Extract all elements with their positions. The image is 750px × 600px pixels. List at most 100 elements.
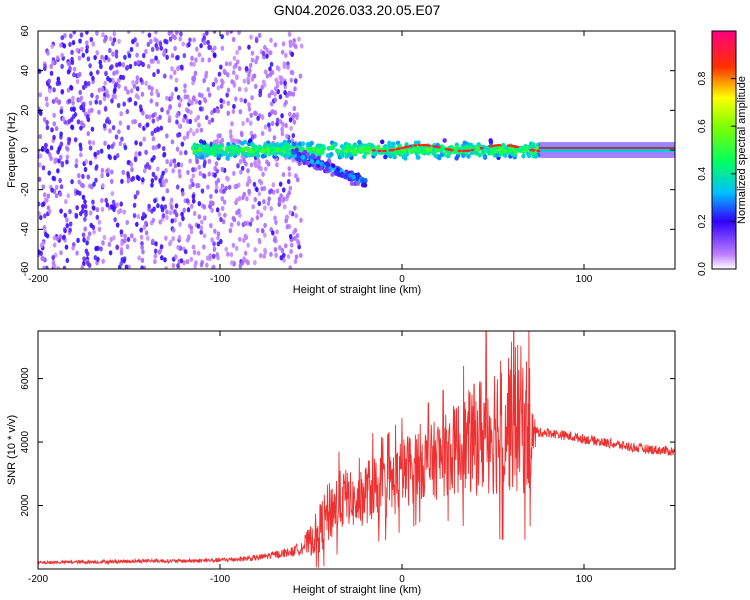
- spectrogram-cell: [151, 238, 155, 244]
- spectrogram-cell: [132, 212, 137, 219]
- spectrogram-cell: [165, 209, 169, 215]
- spectrogram-cell: [187, 234, 191, 240]
- spectrogram-cell: [205, 255, 210, 261]
- spectrogram-cell: [254, 110, 258, 117]
- spectrogram-cell: [259, 166, 264, 172]
- spectrogram-cell: [152, 71, 156, 78]
- spectrogram-cell: [138, 141, 143, 147]
- spectrogram-cell: [115, 202, 119, 208]
- spectrogram-cell: [258, 88, 263, 94]
- spectrogram-cell: [159, 255, 164, 261]
- spectrogram-cell: [52, 112, 56, 118]
- spectrogram-cell: [250, 95, 254, 101]
- spectrogram-cell: [129, 46, 134, 53]
- spectrogram-cell: [231, 242, 236, 248]
- spectrogram-cell: [208, 44, 213, 51]
- spectrogram-cell: [96, 149, 100, 156]
- spectrogram-cell: [247, 71, 251, 78]
- spectrogram-cell: [172, 158, 177, 164]
- spectrogram-cell: [197, 214, 202, 220]
- spectrogram-cell: [171, 235, 175, 242]
- spectrogram-cell: [196, 250, 201, 256]
- spectrogram-cell: [203, 159, 207, 166]
- spectrogram-cell: [273, 142, 278, 148]
- spectrogram-cell: [245, 117, 250, 123]
- spectrogram-cell: [52, 242, 57, 248]
- spectrogram-peak-cell: [403, 146, 408, 149]
- spectrogram-cell: [246, 242, 250, 248]
- spectrogram-cell: [157, 143, 161, 149]
- spectrogram-cell: [162, 151, 167, 157]
- spectrogram-cell: [280, 113, 284, 119]
- spectrogram-cell: [195, 46, 199, 52]
- spectrogram-cell: [112, 70, 116, 76]
- spectrogram-cell: [488, 138, 493, 143]
- spectrogram-cell: [341, 144, 346, 150]
- spectrogram-cell: [223, 212, 227, 218]
- spectrogram-cell: [262, 82, 267, 88]
- spectrogram-cell: [80, 208, 85, 214]
- spectrogram-cell: [215, 138, 220, 144]
- spectrogram-cell: [187, 42, 191, 48]
- spectrogram-cell: [199, 225, 204, 231]
- spectrogram-cell: [135, 42, 139, 48]
- spectrogram-cell: [480, 148, 486, 154]
- spectrogram-cell: [232, 82, 237, 88]
- spectrogram-cell: [238, 109, 243, 115]
- spectrogram-cell: [219, 64, 223, 70]
- spectrogram-cell: [219, 98, 223, 104]
- spectrogram-cell: [150, 178, 155, 184]
- spectrogram-cell: [104, 54, 109, 61]
- spectrogram-cell: [237, 236, 242, 242]
- spectrogram-cell: [293, 227, 298, 234]
- spectrogram-cell: [185, 198, 190, 204]
- spectrogram-cell: [154, 55, 158, 61]
- spectrogram-cell: [192, 77, 196, 83]
- spectrogram-cell: [81, 52, 86, 58]
- spectrogram-cell: [259, 212, 264, 218]
- spectrogram-cell: [349, 181, 355, 187]
- spectrogram-cell: [270, 89, 274, 96]
- spectrogram-cell: [213, 77, 218, 83]
- spectrogram-cell: [224, 246, 229, 252]
- spectrogram-cell: [415, 155, 420, 160]
- spectrogram-cell: [77, 179, 82, 185]
- spectrogram-cell: [171, 168, 175, 174]
- spectrogram-cell: [125, 108, 130, 115]
- spectrogram-cell: [100, 86, 105, 92]
- spectrogram-cell: [47, 170, 52, 176]
- spectrogram-cell: [105, 202, 110, 208]
- spectrogram-cell: [273, 246, 278, 253]
- spectrogram-cell: [42, 192, 47, 198]
- spectrogram-cell: [153, 198, 157, 204]
- spectrogram-cell: [173, 209, 177, 215]
- spectrogram-cell: [272, 237, 277, 243]
- spectrogram-cell: [221, 79, 225, 86]
- spectrogram-cell: [51, 98, 56, 105]
- spectrogram-cell: [214, 161, 219, 167]
- spectrogram-cell: [278, 245, 282, 251]
- spectrogram-cell: [69, 33, 73, 39]
- spectrogram-cell: [236, 163, 240, 169]
- spectrogram-cell: [99, 148, 104, 154]
- spectrogram-cell: [181, 41, 186, 47]
- spectrogram-cell: [141, 110, 145, 116]
- colorbar-tick-label: 0.2: [697, 214, 708, 228]
- spectrogram-cell: [140, 91, 145, 97]
- spectrogram-cell: [65, 154, 70, 160]
- spectrogram-cell: [102, 123, 107, 129]
- spectrogram-cell: [132, 237, 137, 243]
- spectrogram-cell: [199, 43, 203, 49]
- spectrogram-cell: [74, 163, 79, 169]
- spectrogram-cell: [296, 238, 300, 244]
- spectrogram-cell: [129, 233, 134, 239]
- spectrogram-cell: [461, 153, 466, 159]
- spectrogram-cell: [128, 97, 133, 103]
- spectrogram-cell: [295, 233, 300, 239]
- spectrogram-cell: [156, 92, 161, 98]
- spectrogram-cell: [122, 101, 126, 107]
- spectrogram-cell: [159, 244, 164, 250]
- spectrogram-cell: [46, 193, 51, 199]
- spectrogram-cell: [126, 89, 130, 95]
- spectrogram-cell: [38, 211, 41, 217]
